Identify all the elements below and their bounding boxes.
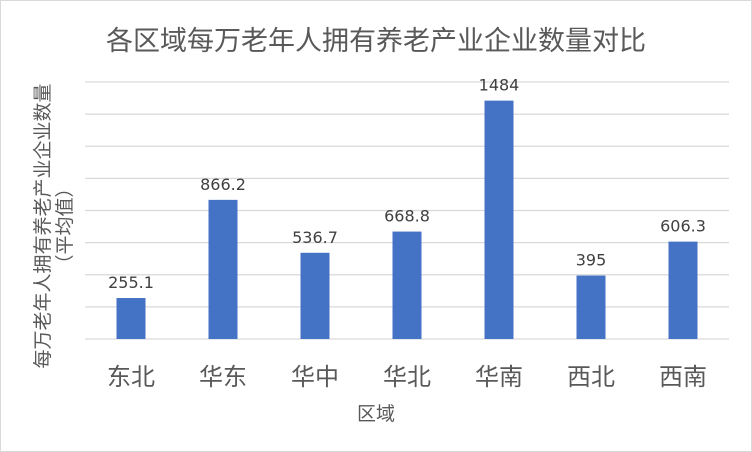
data-label: 536.7	[292, 228, 338, 247]
bar	[576, 275, 606, 339]
x-tick-label: 华东	[199, 363, 247, 391]
chart-title: 各区域每万老年人拥有养老产业企业数量对比	[106, 26, 646, 57]
data-label: 1484	[479, 76, 520, 95]
data-label: 668.8	[384, 207, 430, 226]
bar	[668, 241, 698, 339]
data-label: 255.1	[108, 273, 154, 292]
x-tick-label: 东北	[107, 363, 155, 391]
data-label: 866.2	[200, 175, 246, 194]
data-label: 606.3	[660, 217, 706, 236]
bar	[116, 298, 146, 339]
bar	[300, 252, 330, 339]
x-tick-label: 华南	[475, 363, 523, 391]
bar	[208, 199, 238, 339]
bar	[484, 100, 514, 339]
bar	[392, 231, 422, 339]
x-tick-label: 华中	[291, 363, 339, 391]
x-tick-label: 华北	[383, 363, 431, 391]
x-tick-label: 西南	[659, 363, 707, 391]
data-label: 395	[576, 251, 607, 270]
x-axis-label: 区域	[356, 403, 395, 425]
x-tick-label: 西北	[567, 363, 615, 391]
